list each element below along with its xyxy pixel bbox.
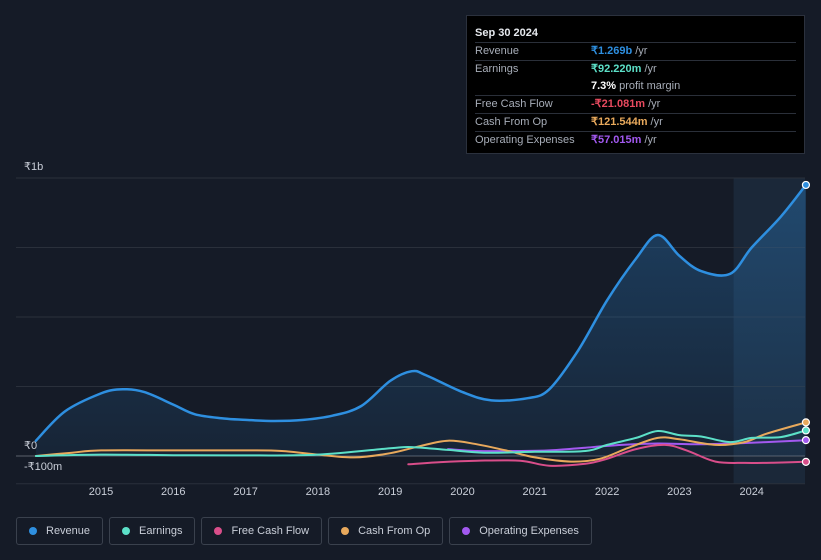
legend-dot-icon bbox=[29, 527, 37, 535]
series-end-point-earnings bbox=[801, 426, 811, 435]
legend-dot-icon bbox=[341, 527, 350, 535]
tooltip-row-unit: profit margin bbox=[619, 80, 681, 92]
series-areas bbox=[35, 184, 806, 456]
x-tick-label: 2018 bbox=[306, 486, 330, 498]
series-line-cash-from-op bbox=[34, 421, 807, 463]
tooltip-row-label: Revenue bbox=[475, 45, 520, 57]
tooltip-date: Sep 30 2024 bbox=[475, 27, 538, 39]
legend-item[interactable]: Operating Expenses bbox=[449, 517, 592, 545]
x-tick-label: 2015 bbox=[89, 486, 113, 498]
tooltip-row-unit: /yr bbox=[644, 134, 657, 146]
tooltip-row: Revenue ₹1.269b/yr bbox=[475, 42, 796, 60]
x-tick-label: 2021 bbox=[523, 486, 547, 498]
legend-label: Operating Expenses bbox=[479, 525, 579, 537]
tooltip-row-value: ₹92.220m bbox=[591, 63, 642, 75]
tooltip-row-value: ₹1.269b bbox=[591, 45, 633, 57]
series-end-point-free-cash-flow bbox=[801, 457, 811, 466]
x-tick-label: 2022 bbox=[595, 486, 619, 498]
series-end-point-operating-expenses bbox=[801, 436, 811, 445]
tooltip-row-value: ₹57.015m bbox=[591, 134, 642, 146]
legend: Revenue Earnings Free Cash Flow Cash From O… bbox=[16, 517, 592, 545]
legend-label: Free Cash Flow bbox=[231, 525, 310, 537]
y-axis-zero-label: ₹0 bbox=[24, 440, 38, 452]
tooltip-row-unit: /yr bbox=[635, 45, 648, 57]
y-axis-bottom-label: -₹100m bbox=[24, 461, 63, 473]
tooltip-row-label: Operating Expenses bbox=[475, 134, 575, 146]
x-tick-labels: 2015 2016 2017 2018 2019 2020 2021 2022 2023 2024 bbox=[89, 486, 764, 498]
series-end-point-revenue bbox=[801, 180, 811, 190]
y-axis-top-label: ₹1b bbox=[24, 161, 44, 173]
legend-item[interactable]: Cash From Op bbox=[328, 517, 444, 545]
tooltip-row: Cash From Op ₹121.544m/yr bbox=[475, 113, 796, 131]
tooltip-row-label: Cash From Op bbox=[475, 116, 548, 128]
legend-item[interactable]: Earnings bbox=[109, 517, 196, 545]
legend-dot-icon bbox=[214, 527, 223, 535]
tooltip-row: 7.3% profit margin bbox=[475, 78, 796, 95]
legend-item[interactable]: Free Cash Flow bbox=[201, 517, 323, 545]
legend-label: Cash From Op bbox=[358, 525, 431, 537]
tooltip-row-value: ₹121.544m bbox=[591, 116, 648, 128]
tooltip-row-label bbox=[475, 78, 591, 95]
series-end-markers bbox=[801, 180, 811, 466]
tooltip-row-value: -₹21.081m bbox=[591, 98, 646, 110]
series-lines bbox=[34, 183, 808, 467]
tooltip-row-unit: /yr bbox=[648, 98, 661, 110]
legend-label: Earnings bbox=[139, 525, 183, 537]
x-tick-label: 2023 bbox=[667, 486, 691, 498]
x-tick-label: 2024 bbox=[739, 486, 763, 498]
tooltip-row-unit: /yr bbox=[644, 63, 657, 75]
tooltip-row: Earnings ₹92.220m/yr bbox=[475, 60, 796, 78]
legend-label: Revenue bbox=[46, 525, 91, 537]
tooltip-row-label: Free Cash Flow bbox=[475, 98, 553, 110]
tooltip-row: Free Cash Flow -₹21.081m/yr bbox=[475, 95, 796, 113]
tooltip-row: Operating Expenses ₹57.015m/yr bbox=[475, 131, 796, 149]
legend-dot-icon bbox=[462, 527, 471, 535]
series-line-free-cash-flow bbox=[407, 443, 807, 467]
legend-item[interactable]: Revenue bbox=[16, 517, 104, 545]
series-end-point-cash-from-op bbox=[801, 418, 811, 427]
series-line-earnings bbox=[34, 429, 807, 457]
tooltip-row-value: 7.3% bbox=[591, 80, 617, 92]
series-area-revenue bbox=[35, 184, 806, 456]
tooltip-row-label: Earnings bbox=[475, 63, 519, 75]
tooltip-row-unit: /yr bbox=[650, 116, 663, 128]
series-line-revenue bbox=[34, 183, 808, 442]
legend-dot-icon bbox=[122, 527, 131, 535]
tooltip-panel: Sep 30 2024 Revenue ₹1.269b/yr Earnings ₹92… bbox=[466, 15, 805, 154]
tooltip-rows: Revenue ₹1.269b/yr Earnings ₹92.220m/yr 7.3%… bbox=[475, 42, 796, 149]
x-tick-label: 2019 bbox=[378, 486, 402, 498]
x-tick-label: 2020 bbox=[450, 486, 474, 498]
x-tick-label: 2016 bbox=[161, 486, 185, 498]
x-tick-label: 2017 bbox=[233, 486, 257, 498]
